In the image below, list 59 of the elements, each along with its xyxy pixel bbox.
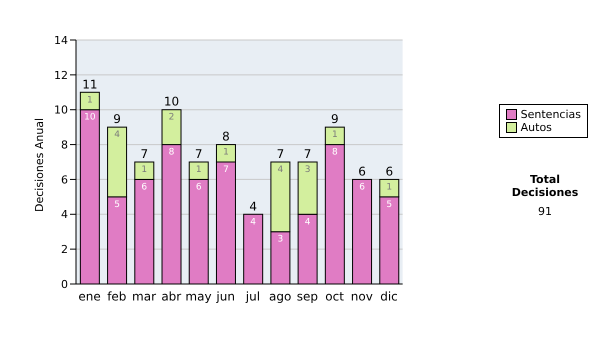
total-label: 10: [164, 94, 180, 109]
data-label: 6: [196, 182, 202, 192]
total-label: 6: [358, 164, 366, 178]
y-tick-label: 12: [54, 68, 68, 82]
data-label: 3: [278, 234, 284, 245]
data-label: 1: [141, 165, 148, 175]
x-tick-label: ene: [78, 290, 101, 304]
total-label: 7: [194, 147, 203, 161]
y-tick-label: 6: [61, 173, 68, 186]
x-tick-label: ago: [268, 290, 292, 304]
total-label: 7: [140, 147, 148, 161]
x-tick-label: nov: [350, 290, 373, 304]
data-label: 8: [332, 148, 338, 158]
y-tick-label: 10: [54, 104, 68, 117]
text: 91: [537, 205, 553, 218]
legend-label: Autos: [520, 121, 552, 134]
x-tick-label: feb: [107, 290, 126, 304]
data-label: 1: [86, 95, 93, 106]
total-label: 6: [385, 164, 394, 178]
y-tick-label: 14: [54, 34, 68, 47]
y-axis-title: Decisiones Anual: [32, 118, 46, 212]
data-label: 1: [223, 148, 229, 158]
data-label: 1: [332, 130, 338, 140]
total-label: 7: [276, 147, 284, 161]
x-tick-label: jul: [244, 290, 260, 304]
legend-label: Sentencias: [520, 108, 581, 121]
data-label: 6: [141, 182, 148, 192]
data-label: 4: [114, 130, 120, 140]
data-label: 6: [359, 182, 366, 192]
text: Total Decisiones: [510, 173, 580, 199]
total-label: 11: [82, 77, 98, 92]
data-label: 5: [114, 200, 120, 210]
data-label: 8: [168, 148, 175, 158]
data-label: 2: [168, 112, 174, 123]
x-tick-label: may: [185, 290, 212, 304]
x-tick-label: oct: [325, 290, 344, 304]
total-label: 7: [304, 147, 312, 161]
data-label: 5: [386, 200, 392, 210]
y-tick-label: 8: [61, 138, 68, 152]
x-tick-label: jun: [215, 290, 235, 304]
data-label: 1: [386, 182, 392, 192]
x-tick-label: abr: [161, 290, 182, 304]
data-label: 4: [278, 165, 284, 175]
y-tick-label: 4: [61, 208, 68, 222]
x-tick-label: sep: [296, 290, 318, 304]
data-label: 7: [223, 165, 229, 175]
x-tick-label: dic: [380, 290, 398, 304]
data-label: 4: [304, 217, 311, 228]
total-label: 8: [222, 130, 230, 144]
data-label: 1: [196, 165, 202, 175]
total-label: 9: [331, 112, 339, 126]
data-label: 3: [304, 165, 310, 175]
total-label: 4: [249, 199, 257, 214]
y-tick-label: 0: [61, 278, 68, 291]
x-tick-label: mar: [132, 290, 156, 304]
data-label: 4: [250, 217, 256, 228]
total-label: 9: [113, 112, 121, 126]
y-tick-label: 2: [61, 243, 68, 256]
data-label: 10: [84, 112, 96, 123]
